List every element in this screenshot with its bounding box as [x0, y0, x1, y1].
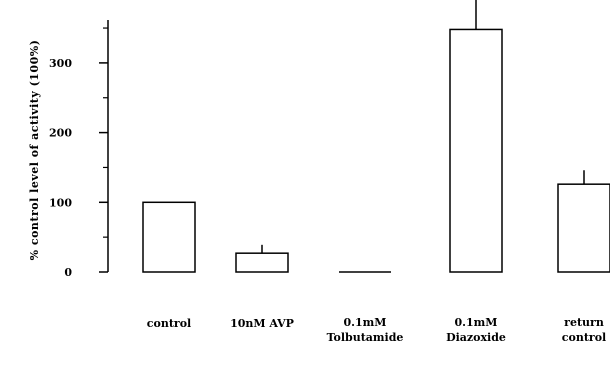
- category-label: Diazoxide: [446, 331, 506, 344]
- category-label: return: [564, 316, 604, 329]
- y-tick-label: 300: [49, 57, 72, 70]
- y-tick-label: 200: [49, 127, 72, 140]
- y-tick-label: 100: [49, 196, 72, 209]
- category-label: Tolbutamide: [327, 331, 404, 344]
- category-label: 10nM AVP: [230, 317, 294, 330]
- category-label: control: [562, 331, 606, 344]
- y-tick-label: 0: [64, 266, 72, 279]
- y-axis-label: % control level of activity (100%): [28, 40, 41, 261]
- bar: [235, 252, 289, 273]
- axes: 0100200300400: [49, 0, 109, 279]
- category-label: control: [147, 317, 191, 330]
- category-label: 0.1mM: [344, 316, 387, 329]
- bar: [557, 183, 610, 273]
- bars: [142, 0, 610, 273]
- category-label: 0.1mM: [455, 316, 498, 329]
- bar: [142, 201, 196, 273]
- bar: [449, 28, 503, 273]
- category-labels: control 10nM AVP 0.1mM Tolbutamide 0.1mM Diaz…: [147, 316, 606, 344]
